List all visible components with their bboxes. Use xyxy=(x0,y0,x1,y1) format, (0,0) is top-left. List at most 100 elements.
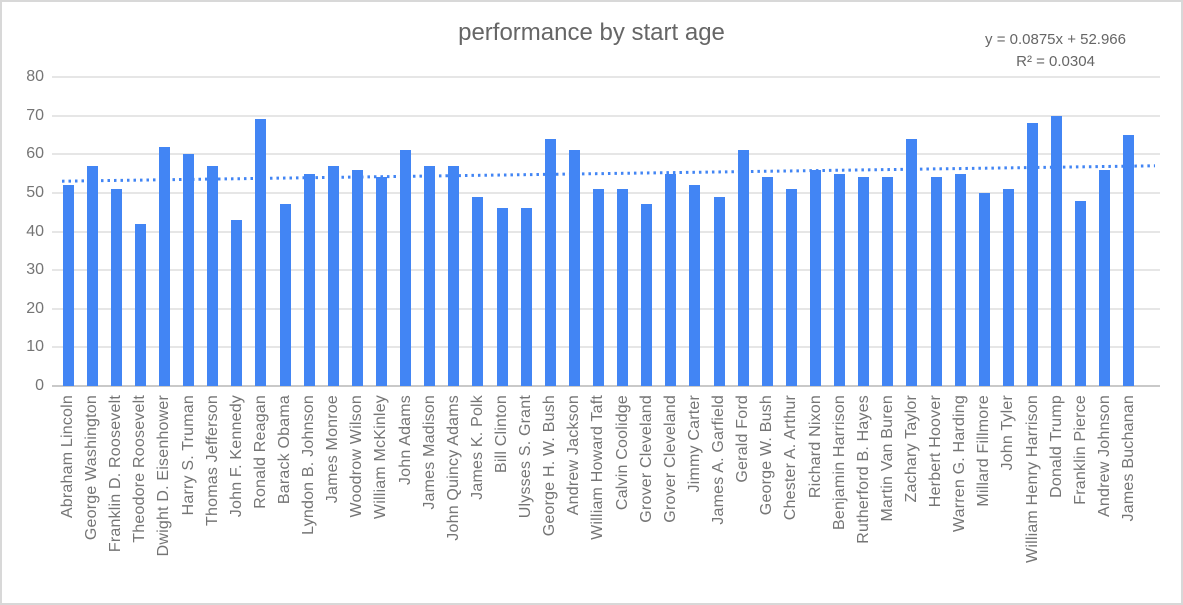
bar-george-h-w-bush[interactable] xyxy=(544,138,556,386)
gridline xyxy=(52,76,1160,78)
x-axis-category-label-text: Theodore Roosevelt xyxy=(131,395,149,543)
x-axis-category-label-text: James K. Polk xyxy=(468,395,486,500)
x-axis-category-label-text: Martin Van Buren xyxy=(878,395,896,522)
gridline xyxy=(52,346,1160,349)
x-axis-category-label-text: Zachary Taylor xyxy=(902,395,920,503)
bar-james-a-garfield[interactable] xyxy=(713,196,725,386)
bar-john-quincy-adams[interactable] xyxy=(448,165,460,386)
y-axis-tick-label: 0 xyxy=(35,377,44,394)
gridline xyxy=(52,230,1160,233)
x-axis-category-label-text: Richard Nixon xyxy=(806,395,824,499)
x-axis-category-label-text: Thomas Jefferson xyxy=(203,395,221,526)
trendline-equation: y = 0.0875x + 52.966 xyxy=(985,31,1126,48)
bar-warren-g-harding[interactable] xyxy=(954,173,966,386)
bar-william-henry-harrison[interactable] xyxy=(1027,123,1039,386)
x-axis-category-label-text: Dwight D. Eisenhower xyxy=(155,395,173,557)
y-axis-tick-label: 40 xyxy=(26,222,44,240)
y-axis-tick-label: 30 xyxy=(26,261,44,279)
bar-rutherford-b-hayes[interactable] xyxy=(858,177,870,386)
x-axis-category-label-text: James Madison xyxy=(420,395,438,510)
bar-william-howard-taft[interactable] xyxy=(592,189,604,386)
x-axis-category-label-text: William McKinley xyxy=(372,395,390,520)
y-axis-tick-label: 80 xyxy=(26,68,44,85)
bar-harry-s-truman[interactable] xyxy=(183,154,195,386)
bar-grover-cleveland[interactable] xyxy=(665,173,677,386)
bar-chester-a-arthur[interactable] xyxy=(785,189,797,386)
bar-thomas-jefferson[interactable] xyxy=(207,165,219,386)
bar-jimmy-carter[interactable] xyxy=(689,185,701,386)
bar-donald-trump[interactable] xyxy=(1051,115,1063,386)
x-axis-category-label-text: Franklin D. Roosevelt xyxy=(107,395,125,553)
bar-dwight-d-eisenhower[interactable] xyxy=(158,146,170,386)
bar-ronald-reagan[interactable] xyxy=(255,119,267,386)
bar-john-f-kennedy[interactable] xyxy=(231,219,243,386)
x-axis-category-label-text: Ronald Reagan xyxy=(251,395,269,509)
bar-franklin-d-roosevelt[interactable] xyxy=(110,189,122,386)
bar-james-monroe[interactable] xyxy=(327,165,339,386)
trendline-r-squared: R² = 0.0304 xyxy=(1016,53,1095,70)
bar-george-washington[interactable] xyxy=(86,165,98,386)
bar-ulysses-s-grant[interactable] xyxy=(520,208,532,386)
y-axis-tick-label: 70 xyxy=(26,106,44,124)
x-axis-category-label-text: Herbert Hoover xyxy=(927,395,945,508)
x-axis-category-label-text: George W. Bush xyxy=(758,395,776,516)
bar-barack-obama[interactable] xyxy=(279,204,291,386)
x-axis-line xyxy=(52,385,1160,387)
x-axis-category-label-text: Andrew Johnson xyxy=(1095,395,1113,517)
bar-grover-cleveland[interactable] xyxy=(641,204,653,386)
x-axis-category-label-text: John Adams xyxy=(396,395,414,486)
bar-theodore-roosevelt[interactable] xyxy=(134,223,146,386)
gridline xyxy=(52,269,1160,272)
x-axis-category-label-text: William Henry Harrison xyxy=(1023,395,1041,563)
x-axis-category-label-text: Jimmy Carter xyxy=(685,395,703,493)
bar-zachary-taylor[interactable] xyxy=(906,138,918,386)
bar-andrew-jackson[interactable] xyxy=(568,150,580,386)
x-axis-category-label-text: Bill Clinton xyxy=(493,395,511,473)
x-axis-category-label-text: Calvin Coolidge xyxy=(613,395,631,511)
bar-andrew-johnson[interactable] xyxy=(1099,169,1111,386)
bar-calvin-coolidge[interactable] xyxy=(617,189,629,386)
bar-franklin-pierce[interactable] xyxy=(1075,200,1087,386)
bar-woodrow-wilson[interactable] xyxy=(351,169,363,386)
bar-john-adams[interactable] xyxy=(400,150,412,386)
x-axis-category-label-text: Rutherford B. Hayes xyxy=(854,395,872,544)
bar-gerald-ford[interactable] xyxy=(737,150,749,386)
x-axis-category-label-text: John Tyler xyxy=(999,395,1017,471)
y-axis-tick-label: 20 xyxy=(26,299,44,317)
x-axis-category-label-text: James A. Garfield xyxy=(710,395,728,525)
chart-title: performance by start age xyxy=(458,19,725,46)
x-axis-category-label: James Buchanan xyxy=(1120,394,1181,521)
x-axis-category-label-text: Millard Fillmore xyxy=(975,395,993,507)
x-axis-category-label-text: George Washington xyxy=(83,395,101,541)
bar-richard-nixon[interactable] xyxy=(810,169,822,386)
bar-george-w-bush[interactable] xyxy=(761,177,773,386)
gridline xyxy=(52,114,1160,117)
bar-john-tyler[interactable] xyxy=(1002,189,1014,386)
bar-herbert-hoover[interactable] xyxy=(930,177,942,386)
x-axis-category-label-text: Donald Trump xyxy=(1047,395,1065,498)
x-axis-category-label-text: Benjamin Harrison xyxy=(830,395,848,531)
bar-james-buchanan[interactable] xyxy=(1123,134,1135,386)
bar-benjamin-harrison[interactable] xyxy=(834,173,846,386)
x-axis-category-label-text: Franklin Pierce xyxy=(1071,395,1089,505)
x-axis-category-label-text: Barack Obama xyxy=(276,395,294,505)
x-axis-category-label-text: Abraham Lincoln xyxy=(59,395,76,519)
gridline xyxy=(52,191,1160,194)
x-axis-category-label-text: Grover Cleveland xyxy=(637,395,655,523)
bar-abraham-lincoln[interactable] xyxy=(62,185,74,386)
bar-bill-clinton[interactable] xyxy=(496,208,508,386)
bar-james-k-polk[interactable] xyxy=(472,196,484,386)
x-axis-category-label-text: Lyndon B. Johnson xyxy=(300,395,318,535)
bar-james-madison[interactable] xyxy=(424,165,436,386)
x-axis-category-label-text: John F. Kennedy xyxy=(227,395,245,518)
x-axis-category-label-text: Harry S. Truman xyxy=(179,395,197,516)
bar-william-mckinley[interactable] xyxy=(375,177,387,386)
bar-millard-fillmore[interactable] xyxy=(978,192,990,386)
x-axis-category-label-text: Grover Cleveland xyxy=(661,395,679,523)
x-axis-category-label-text: James Monroe xyxy=(324,395,342,504)
gridline xyxy=(52,153,1160,156)
y-axis-tick-label: 60 xyxy=(26,145,44,163)
bar-martin-van-buren[interactable] xyxy=(882,177,894,386)
bar-lyndon-b-johnson[interactable] xyxy=(303,173,315,386)
